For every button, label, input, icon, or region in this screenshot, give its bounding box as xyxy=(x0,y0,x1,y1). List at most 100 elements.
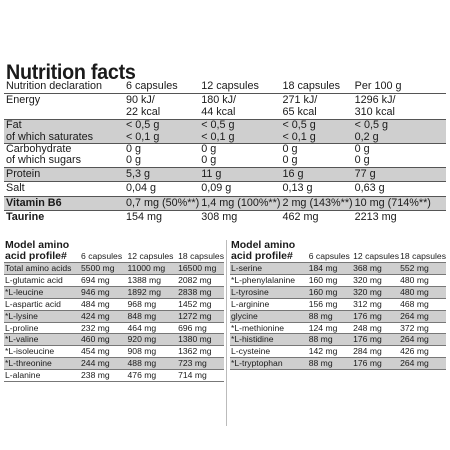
amino-acid-name: *L-tryptophan xyxy=(230,357,308,371)
amino-acid-value: 968 mg xyxy=(126,298,178,311)
amino-column-header: 18 capsules xyxy=(399,240,446,263)
nutrient-value: 0,13 g xyxy=(280,181,353,197)
amino-acid-value: 160 mg xyxy=(307,286,353,299)
nutrition-row: Vitamin B6 0,7 mg (50%**) 1,4 mg (100%**) 2… xyxy=(4,196,446,212)
amino-acid-value: 244 mg xyxy=(80,357,127,371)
amino-acid-value: 454 mg xyxy=(80,345,127,359)
nutrient-value: < 0,5 g < 0,1 g xyxy=(199,120,281,145)
amino-acid-name: *L-lysine xyxy=(4,310,81,323)
amino-acid-value: 284 mg xyxy=(352,345,400,359)
amino-acid-value: 88 mg xyxy=(307,310,353,323)
amino-row: L-aspartic acid 484 mg 968 mg 1452 mg xyxy=(4,298,224,311)
amino-acid-value: 694 mg xyxy=(80,274,127,287)
amino-acid-value: 468 mg xyxy=(399,298,446,311)
amino-acid-value: 184 mg xyxy=(307,262,353,275)
amino-acid-value: 696 mg xyxy=(177,322,224,335)
amino-acid-value: 723 mg xyxy=(177,357,224,371)
amino-acid-value: 424 mg xyxy=(80,310,127,323)
nutrition-row: Fat of which saturates < 0,5 g < 0,1 g < 0,5… xyxy=(4,120,446,145)
amino-acid-name: *L-valine xyxy=(4,333,81,347)
amino-acid-value: 11000 mg xyxy=(126,262,178,275)
nutrient-label: Energy xyxy=(4,93,124,121)
nutrient-value: 1296 kJ/310 kcal xyxy=(352,93,446,121)
amino-acid-value: 248 mg xyxy=(352,322,400,335)
nutrient-value: < 0,5 g < 0,1 g xyxy=(280,120,353,145)
amino-acid-value: 88 mg xyxy=(307,357,353,371)
amino-acid-name: L-serine xyxy=(230,262,308,275)
amino-column-header: 12 capsules xyxy=(126,240,178,263)
amino-acid-value: 88 mg xyxy=(307,333,353,347)
amino-acid-value: 176 mg xyxy=(352,310,400,323)
amino-acid-value: 176 mg xyxy=(352,357,400,371)
amino-acid-value: 480 mg xyxy=(399,274,446,287)
amino-acid-name: L-tyrosine xyxy=(230,286,308,299)
nutrient-value: 90 kJ/22 kcal xyxy=(124,93,200,121)
amino-acid-value: 1272 mg xyxy=(177,310,224,323)
nutrient-label: Carbohydrate of which sugars xyxy=(4,143,124,168)
amino-acid-value: 160 mg xyxy=(307,274,353,287)
nutrient-value: 0,63 g xyxy=(352,181,446,197)
amino-row: *L-leucine 946 mg 1892 mg 2838 mg xyxy=(4,286,224,299)
amino-header-row: Model amino acid profile# 6 capsules 12 cap… xyxy=(4,240,224,263)
amino-acid-name: *L-methionine xyxy=(230,322,308,335)
amino-acid-name: *L-phenylalanine xyxy=(230,274,308,287)
amino-acid-name: L-cysteine xyxy=(230,345,308,359)
amino-row: *L-lysine 424 mg 848 mg 1272 mg xyxy=(4,310,224,323)
nutrition-row: Salt 0,04 g 0,09 g 0,13 g 0,63 g xyxy=(4,181,446,197)
amino-acid-value: 714 mg xyxy=(177,369,224,383)
amino-acid-value: 142 mg xyxy=(307,345,353,359)
nutrient-value: 10 mg (714%**) xyxy=(352,196,446,212)
nutrient-value: 0,09 g xyxy=(199,181,281,197)
amino-acid-value: 2082 mg xyxy=(177,274,224,287)
amino-acid-value: 484 mg xyxy=(80,298,127,311)
amino-acid-value: 264 mg xyxy=(399,357,446,371)
nutrient-label: Fat of which saturates xyxy=(4,120,124,145)
amino-row: *L-isoleucine 454 mg 908 mg 1362 mg xyxy=(4,345,224,359)
amino-column-header: 12 capsules xyxy=(352,240,400,263)
nutrient-value: 462 mg xyxy=(282,211,319,224)
nutrition-header-cell: Per 100 g xyxy=(352,80,446,95)
amino-acid-name: Total amino acids xyxy=(4,262,81,275)
amino-acid-name: *L-histidine xyxy=(230,333,308,347)
amino-row: L-arginine 156 mg 312 mg 468 mg xyxy=(230,298,446,311)
amino-acid-name: *L-threonine xyxy=(4,357,81,371)
nutrient-value: 5,3 g xyxy=(124,167,200,183)
nutrient-value: 308 mg xyxy=(201,211,238,224)
nutrition-header-row: Nutrition declaration 6 capsules 12 capsul… xyxy=(4,80,446,95)
amino-acid-value: 238 mg xyxy=(80,369,127,383)
amino-acid-value: 176 mg xyxy=(352,333,400,347)
nutrient-label: Vitamin B6 xyxy=(4,196,124,212)
amino-row: glycine 88 mg 176 mg 264 mg xyxy=(230,310,446,323)
amino-acid-value: 908 mg xyxy=(126,345,178,359)
amino-acid-value: 1892 mg xyxy=(126,286,178,299)
nutrient-value: 180 kJ/44 kcal xyxy=(199,93,281,121)
amino-acid-value: 552 mg xyxy=(399,262,446,275)
amino-acid-value: 16500 mg xyxy=(177,262,224,275)
amino-acid-value: 946 mg xyxy=(80,286,127,299)
amino-row: *L-valine 460 mg 920 mg 1380 mg xyxy=(4,333,224,347)
amino-acid-value: 1380 mg xyxy=(177,333,224,347)
amino-acid-value: 920 mg xyxy=(126,333,178,347)
nutrient-value: 77 g xyxy=(352,167,446,183)
amino-acid-name: glycine xyxy=(230,310,308,323)
amino-acid-value: 1388 mg xyxy=(126,274,178,287)
amino-profile-table-left: Model amino acid profile# 6 capsules 12 cap… xyxy=(4,240,224,383)
nutrient-value: 154 mg xyxy=(126,211,163,224)
amino-acid-value: 320 mg xyxy=(352,286,400,299)
amino-row: L-proline 232 mg 464 mg 696 mg xyxy=(4,322,224,335)
nutrition-header-cell: 6 capsules xyxy=(124,80,200,95)
amino-acid-value: 848 mg xyxy=(126,310,178,323)
amino-acid-name: *L-leucine xyxy=(4,286,81,299)
nutrient-label: Protein xyxy=(4,167,124,183)
nutrient-value: 2 mg (143%**) xyxy=(280,196,353,212)
amino-acid-name: L-arginine xyxy=(230,298,308,311)
amino-row: *L-methionine 124 mg 248 mg 372 mg xyxy=(230,322,446,335)
nutrition-header-cell: Nutrition declaration xyxy=(4,80,124,95)
nutrient-value: 2213 mg xyxy=(354,211,397,224)
nutrient-value: 16 g xyxy=(280,167,353,183)
nutrition-row: Taurine 154 mg 308 mg 462 mg 2213 mg xyxy=(4,211,446,225)
amino-acid-value: 124 mg xyxy=(307,322,353,335)
